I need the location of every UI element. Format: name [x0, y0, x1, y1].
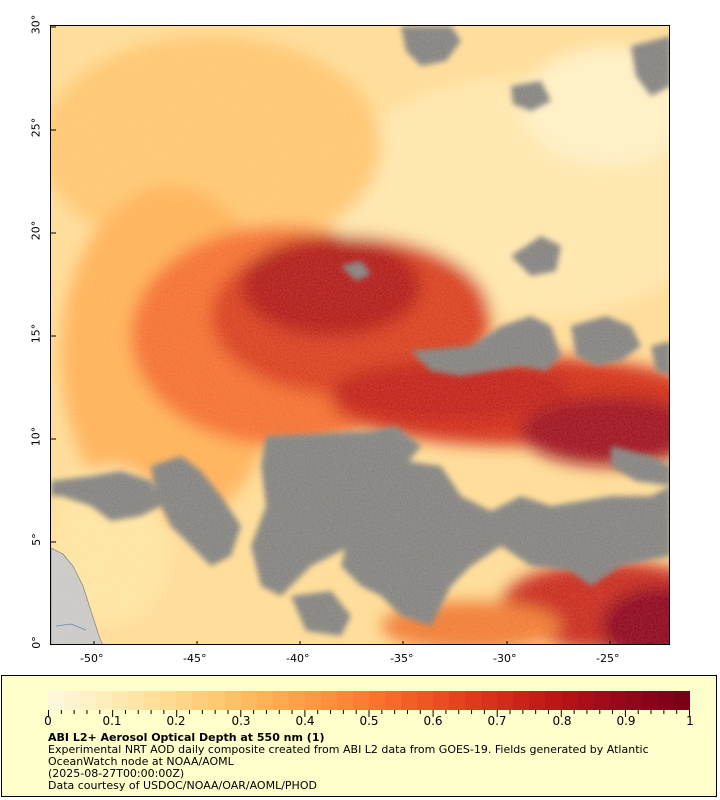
colorbar-segment — [449, 691, 466, 710]
lon-label-35: -35° — [390, 652, 414, 665]
colorbar-segment — [625, 691, 642, 710]
colorbar-segment — [352, 691, 369, 710]
colorbar-segment — [160, 691, 177, 710]
lon-label-45: -45° — [183, 652, 207, 665]
lat-label-10: 10° — [29, 426, 43, 447]
lon-label-25: -25° — [596, 652, 620, 665]
lat-label-5: 5° — [29, 533, 43, 546]
lat-label-15: 15° — [29, 323, 43, 344]
colorbar-segment — [481, 691, 498, 710]
colorbar-label-0.8: 0.8 — [552, 714, 572, 728]
colorbar-segment — [192, 691, 209, 710]
colorbar-segment — [176, 691, 193, 710]
colorbar-segment — [96, 691, 113, 710]
colorbar-segment — [272, 691, 289, 710]
colorbar-segment — [513, 691, 530, 710]
colorbar-label-0.7: 0.7 — [487, 714, 507, 728]
colorbar-label-0: 0 — [44, 714, 52, 728]
lat-label-20: 20° — [29, 220, 43, 241]
legend-panel: 0 0.1 0.2 0.3 0.4 0.5 0.6 0.7 0.8 0.9 1 … — [1, 675, 717, 797]
lon-label-30: -30° — [493, 652, 517, 665]
colorbar-label-0.9: 0.9 — [616, 714, 636, 728]
legend-date: (2025-08-27T00:00:00Z) — [48, 767, 185, 780]
colorbar-segment — [64, 691, 81, 710]
lon-label-50: -50° — [80, 652, 104, 665]
colorbar-segment — [657, 691, 674, 710]
colorbar-label-0.6: 0.6 — [423, 714, 443, 728]
colorbar-segment — [641, 691, 658, 710]
colorbar-segment — [368, 691, 385, 710]
colorbar-segment — [401, 691, 418, 710]
colorbar-segment — [433, 691, 450, 710]
colorbar-segment — [497, 691, 514, 710]
colorbar-label-0.5: 0.5 — [359, 714, 379, 728]
lat-label-25: 25° — [29, 117, 43, 138]
legend-text: ABI L2+ Aerosol Optical Depth at 550 nm … — [48, 732, 688, 792]
colorbar-segment — [465, 691, 482, 710]
colorbar-segment — [224, 691, 241, 710]
colorbar-segment — [208, 691, 225, 710]
colorbar-segment — [48, 691, 65, 710]
colorbar-segment — [320, 691, 337, 710]
colorbar-segment — [417, 691, 434, 710]
colorbar-label-0.4: 0.4 — [295, 714, 315, 728]
colorbar-segment — [288, 691, 305, 710]
colorbar-segment — [128, 691, 145, 710]
colorbar-segment — [384, 691, 402, 710]
legend-credit: Data courtesy of USDOC/NOAA/OAR/AOML/PHO… — [48, 779, 317, 792]
colorbar-segment — [256, 691, 273, 710]
aod-map[interactable] — [50, 25, 670, 645]
legend-description-line: OceanWatch node at NOAA/AOML — [48, 755, 234, 768]
colorbar-segment — [673, 691, 690, 710]
colorbar-segment — [561, 691, 578, 710]
colorbar-label-0.3: 0.3 — [231, 714, 251, 728]
graticule-ticks — [51, 26, 611, 644]
lat-label-30: 30° — [29, 14, 43, 35]
colorbar-label-0.2: 0.2 — [166, 714, 186, 728]
aod-map-image — [51, 26, 669, 644]
colorbar-segment — [112, 691, 129, 710]
legend-description-line: Experimental NRT AOD daily composite cre… — [48, 743, 649, 756]
lat-label-0: 0° — [29, 636, 43, 649]
colorbar-label-0.1: 0.1 — [102, 714, 122, 728]
colorbar-segment — [593, 691, 610, 710]
colorbar-segment — [240, 691, 257, 710]
colorbar-label-1: 1 — [686, 714, 694, 728]
legend-title: ABI L2+ Aerosol Optical Depth at 550 nm … — [48, 731, 325, 744]
colorbar — [48, 691, 690, 710]
colorbar-ticks — [48, 710, 690, 717]
lon-label-40: -40° — [286, 652, 310, 665]
colorbar-segment — [144, 691, 161, 710]
colorbar-segment — [336, 691, 353, 710]
colorbar-segment — [529, 691, 546, 710]
colorbar-segment — [80, 691, 97, 710]
colorbar-segment — [545, 691, 562, 710]
colorbar-segment — [304, 691, 321, 710]
colorbar-segment — [577, 691, 594, 710]
colorbar-segment — [609, 691, 626, 710]
